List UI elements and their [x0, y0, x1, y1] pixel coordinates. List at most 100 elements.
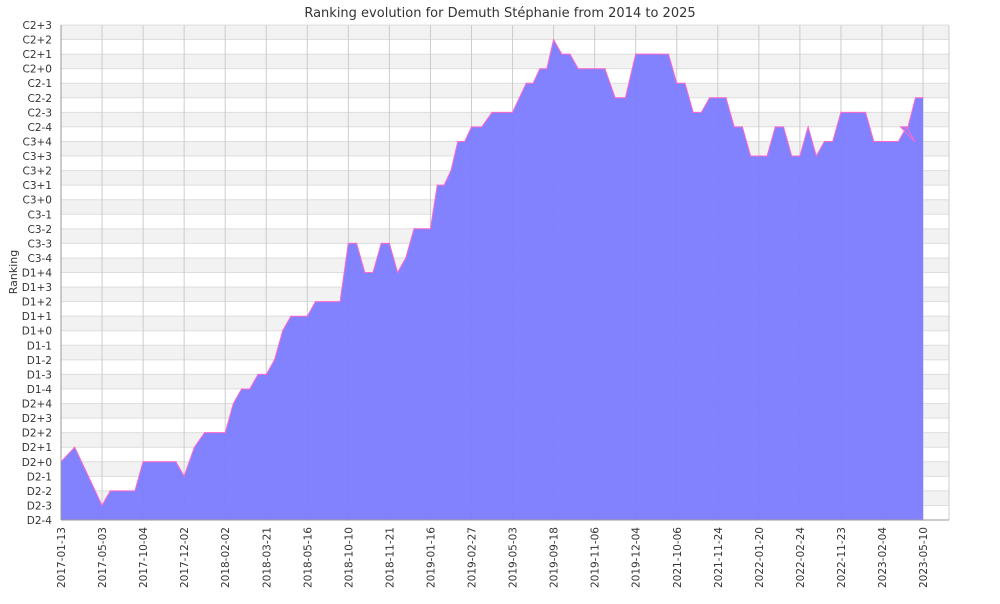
- y-tick-label: D2-2: [27, 486, 52, 498]
- y-tick-label: D1-1: [27, 340, 52, 352]
- x-tick-label: 2023-02-04: [877, 527, 889, 588]
- y-tick-label: C2-1: [28, 78, 52, 90]
- ranking-point: [873, 140, 875, 143]
- x-tick-label: 2019-11-06: [590, 527, 602, 588]
- y-tick-label: D1+4: [22, 268, 53, 280]
- ranking-point: [183, 475, 185, 477]
- ranking-point: [840, 111, 842, 113]
- x-tick-label: 2022-02-24: [795, 527, 807, 588]
- ranking-point: [700, 111, 702, 113]
- ranking-point: [273, 359, 276, 361]
- ranking-point: [436, 184, 438, 186]
- x-tick-label: 2022-11-23: [836, 527, 848, 588]
- x-tick-label: 2019-12-04: [631, 527, 643, 588]
- y-tick-label: C3+0: [23, 195, 53, 207]
- ranking-point: [413, 228, 415, 230]
- ranking-point: [265, 373, 267, 376]
- x-tick-label: 2021-11-24: [713, 527, 725, 588]
- x-tick-label: 2022-01-20: [754, 527, 766, 588]
- ranking-point: [604, 68, 606, 70]
- ranking-point: [158, 461, 161, 463]
- ranking-point: [643, 53, 645, 55]
- y-tick-label: C3+3: [23, 151, 53, 163]
- ranking-point: [339, 301, 341, 303]
- grid-band: [61, 54, 949, 69]
- y-axis-label: Ranking: [7, 250, 20, 295]
- ranking-point: [907, 126, 909, 128]
- ranking-point: [126, 490, 128, 492]
- y-tick-label: C2-2: [28, 93, 52, 105]
- ranking-point: [457, 140, 459, 143]
- ranking-point: [856, 111, 858, 113]
- ranking-point: [74, 446, 76, 448]
- y-tick-label: D1-3: [27, 369, 52, 381]
- ranking-point: [914, 97, 917, 99]
- ranking-point: [832, 140, 834, 143]
- ranking-point: [421, 228, 423, 230]
- ranking-point: [897, 140, 900, 143]
- ranking-point: [717, 97, 719, 99]
- ranking-point: [733, 126, 735, 128]
- ranking-point: [561, 53, 563, 55]
- ranking-point: [889, 140, 891, 143]
- y-tick-label: C2+2: [23, 35, 53, 47]
- ranking-point: [142, 461, 144, 463]
- ranking-point: [799, 155, 801, 157]
- x-tick-label: 2019-01-16: [425, 527, 437, 588]
- ranking-point: [405, 257, 407, 259]
- x-tick-label: 2017-10-04: [138, 527, 150, 588]
- ranking-area: [61, 39, 924, 520]
- ranking-point: [791, 155, 793, 157]
- x-tick-label: 2017-01-13: [56, 527, 68, 588]
- chart-title: Ranking evolution for Demuth Stéphanie f…: [304, 6, 695, 21]
- ranking-point: [323, 301, 325, 303]
- ranking-point: [372, 271, 374, 274]
- ranking-point: [774, 126, 776, 128]
- ranking-point: [249, 388, 251, 390]
- ranking-point: [881, 140, 883, 143]
- x-tick-label: 2017-05-03: [97, 527, 109, 588]
- ranking-point: [741, 126, 744, 128]
- ranking-point: [659, 53, 661, 55]
- ranking-point: [708, 97, 711, 99]
- grid-band: [61, 83, 949, 98]
- ranking-point: [314, 301, 317, 303]
- y-tick-label: D2+3: [22, 413, 52, 425]
- ranking-point: [750, 155, 752, 157]
- ranking-point: [501, 111, 503, 113]
- ranking-point: [553, 38, 555, 41]
- ranking-point: [397, 271, 399, 274]
- x-tick-label: 2018-05-16: [302, 527, 314, 588]
- y-tick-label: C3-4: [28, 253, 53, 265]
- ranking-point: [569, 53, 571, 55]
- ranking-point: [175, 461, 177, 463]
- ranking-point: [443, 184, 445, 186]
- ranking-point: [546, 68, 548, 70]
- ranking-point: [758, 155, 760, 157]
- ranking-point: [914, 140, 916, 143]
- ranking-point: [635, 53, 637, 55]
- y-tick-label: D1+3: [22, 282, 52, 294]
- ranking-point: [676, 82, 678, 84]
- ranking-point: [429, 228, 432, 230]
- ranking-point: [577, 68, 579, 70]
- ranking-point: [87, 475, 89, 477]
- y-tick-label: D1+2: [22, 297, 52, 309]
- ranking-point: [782, 126, 785, 128]
- y-tick-label: C3-1: [28, 209, 52, 221]
- ranking-point: [364, 271, 366, 274]
- ranking-point: [491, 111, 493, 113]
- ranking-point: [241, 388, 243, 390]
- ranking-point: [518, 97, 520, 99]
- ranking-point: [481, 126, 483, 128]
- ranking-point: [823, 140, 826, 143]
- ranking-point: [204, 432, 206, 434]
- ranking-point: [347, 242, 349, 244]
- ranking-point: [380, 242, 382, 244]
- ranking-point: [290, 315, 292, 317]
- ranking-point: [766, 155, 768, 157]
- ranking-point: [899, 126, 902, 128]
- ranking-point: [585, 68, 588, 70]
- ranking-point: [150, 461, 152, 463]
- ranking-point: [257, 373, 259, 376]
